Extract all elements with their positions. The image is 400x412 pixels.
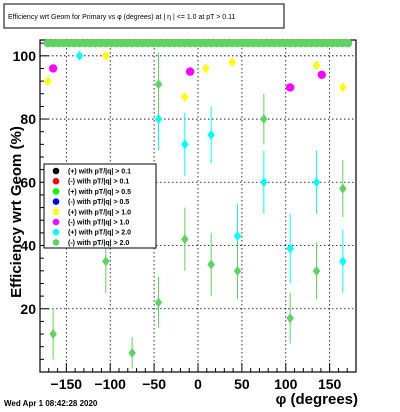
- series-group: [48, 64, 326, 92]
- data-point: [181, 91, 189, 102]
- data-point: [233, 231, 242, 242]
- y-tick-label: 20: [20, 301, 36, 317]
- data-point: [260, 177, 268, 188]
- x-tick-label: 0: [194, 376, 202, 392]
- legend-marker: [52, 208, 60, 216]
- legend-marker: [52, 239, 60, 246]
- x-tick-label: 150: [318, 376, 342, 392]
- legend-label: (+) with pT/|q| > 2.0: [68, 230, 131, 237]
- data-point: [154, 79, 163, 90]
- y-tick-label: 100: [13, 48, 37, 64]
- legend-marker: [52, 167, 60, 175]
- data-point: [48, 64, 58, 73]
- x-tick-label: −150: [51, 376, 83, 392]
- data-point: [312, 265, 321, 276]
- data-point: [181, 139, 189, 150]
- legend-label: (-) with pT/|q| > 1.0: [68, 220, 129, 227]
- legend: (+) with pT/|q| > 0.1 (-) with pT/|q| > 0…: [43, 163, 157, 249]
- y-tick-label: 60: [20, 174, 36, 190]
- data-point: [343, 38, 353, 48]
- data-point: [317, 70, 326, 79]
- series-group: [75, 50, 347, 293]
- data-point: [339, 256, 347, 267]
- data-point: [102, 256, 110, 267]
- legend-label: (+) with pT/|q| > 0.5: [68, 189, 131, 196]
- data-point: [285, 83, 295, 92]
- y-tick-label: 80: [20, 111, 36, 127]
- data-point: [260, 114, 268, 125]
- data-points: [43, 38, 353, 369]
- legend-marker: [52, 188, 60, 195]
- data-point: [181, 234, 189, 245]
- data-point: [75, 50, 84, 61]
- data-point: [44, 76, 52, 87]
- data-point: [286, 243, 294, 254]
- data-point: [228, 57, 236, 68]
- x-tick-label: 50: [234, 376, 250, 392]
- data-point: [233, 265, 242, 276]
- series-group: [44, 50, 347, 102]
- data-point: [154, 114, 163, 125]
- data-point: [339, 82, 347, 93]
- title-box: [3, 3, 285, 29]
- legend-marker: [52, 218, 60, 226]
- legend-marker: [52, 177, 60, 185]
- series-group: [43, 38, 353, 48]
- x-tick-label: −50: [142, 376, 166, 392]
- legend-label: (+) with pT/|q| > 0.1: [68, 169, 131, 176]
- data-point: [185, 67, 195, 76]
- series-group: [49, 52, 347, 369]
- x-tick-label: 100: [274, 376, 298, 392]
- y-axis-title: Efficiency wrt Geom (%): [8, 126, 25, 298]
- data-point: [207, 129, 215, 140]
- y-tick-label: 40: [20, 238, 36, 254]
- data-point: [128, 348, 136, 359]
- data-point: [286, 313, 294, 324]
- x-tick-label: −100: [94, 376, 126, 392]
- chart-title: Efficiency wrt Geom for Primary vs φ (de…: [8, 14, 236, 21]
- legend-box: [43, 163, 157, 249]
- legend-label: (-) with pT/|q| > 2.0: [68, 240, 129, 247]
- legend-marker: [52, 198, 60, 205]
- date-stamp: Wed Apr 1 08:42:28 2020: [4, 399, 98, 408]
- legend-marker: [52, 228, 60, 236]
- legend-label: (+) with pT/|q| > 1.0: [68, 209, 131, 216]
- legend-label: (-) with pT/|q| > 0.1: [68, 179, 129, 186]
- data-point: [102, 50, 110, 61]
- data-point: [49, 329, 57, 340]
- data-point: [339, 183, 347, 194]
- data-point: [312, 177, 321, 188]
- data-point: [207, 259, 215, 270]
- data-point: [202, 63, 210, 74]
- x-axis-title: φ (degrees): [276, 391, 358, 408]
- tick-labels: −150 −100 −50 0 50 100 150 20 40 60 80 100: [13, 48, 342, 392]
- data-point: [312, 60, 321, 71]
- legend-label: (-) with pT/|q| > 0.5: [68, 199, 129, 206]
- data-point: [154, 297, 163, 308]
